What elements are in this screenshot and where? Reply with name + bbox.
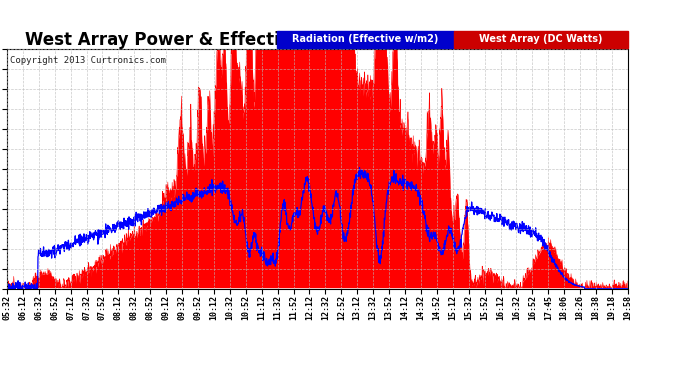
Text: Copyright 2013 Curtronics.com: Copyright 2013 Curtronics.com: [10, 56, 166, 65]
Text: Radiation (Effective w/m2): Radiation (Effective w/m2): [293, 34, 439, 44]
Text: West Array (DC Watts): West Array (DC Watts): [480, 34, 602, 44]
Title: West Array Power & Effective Solar Radiation Sun Jul 21 20:06: West Array Power & Effective Solar Radia…: [26, 31, 609, 49]
FancyBboxPatch shape: [454, 31, 628, 48]
FancyBboxPatch shape: [277, 31, 454, 48]
